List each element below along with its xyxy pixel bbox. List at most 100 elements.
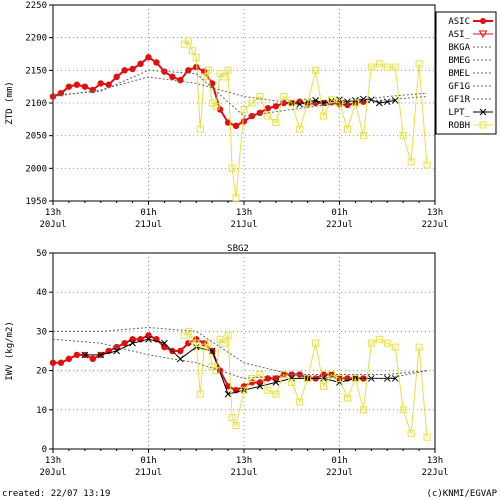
iwv-lpt-point <box>145 335 152 343</box>
station-title: SBG2 <box>227 244 249 254</box>
iwv-lpt-point <box>176 355 184 363</box>
iwv-asic-point <box>256 379 264 386</box>
iwv-robh-point <box>184 327 192 335</box>
ztd-asic-point <box>193 63 200 71</box>
iwv-lpt-point <box>81 351 89 359</box>
legend-label-bmeg: BMEG <box>448 56 470 66</box>
legend-label-bmel: BMEL <box>448 69 470 79</box>
iwv-robh-point <box>196 390 204 398</box>
iwv-asic-point <box>121 339 128 347</box>
iwv-robh-point <box>407 429 415 437</box>
iwv-y-tick-label: 0 <box>42 445 47 455</box>
ztd-robh-point <box>272 119 280 127</box>
ztd-asic-point <box>137 60 144 67</box>
ztd-y-axis-label: ZTD (mm) <box>5 81 15 124</box>
legend-label-asi-: ASI_ <box>448 30 470 40</box>
ztd-grid <box>53 5 435 201</box>
iwv-x-tick-hour: 01h <box>331 456 347 466</box>
ztd-robh-point <box>188 47 196 55</box>
iwv-robh-point <box>256 371 264 379</box>
iwv-robh-point <box>240 386 248 394</box>
ztd-robh-point <box>399 132 407 140</box>
iwv-robh-point <box>220 339 228 347</box>
legend: ASIC ASI_ BKGA BMEG BMEL GF1G GF1R LPT_ ROBH <box>448 17 493 131</box>
iwv-x-tick-hour: 13h <box>427 456 443 466</box>
ztd-robh-point <box>423 161 431 169</box>
iwv-asic-point <box>65 355 73 363</box>
ztd-y-ticks: 1950 2000 2050 2100 2150 2200 2250 <box>25 1 53 207</box>
ztd-robh-point <box>328 96 336 104</box>
iwv-x-tick-date: 21Jul <box>230 468 257 478</box>
iwv-robh-point <box>216 335 224 343</box>
iwv-series-robh <box>183 330 428 438</box>
iwv-robh-point <box>296 398 304 406</box>
legend-label-lpt-: LPT_ <box>448 108 470 118</box>
iwv-series <box>49 326 431 441</box>
ztd-asic-point <box>105 81 112 88</box>
ztd-x-tick-date: 22Jul <box>326 220 353 230</box>
ztd-x-tick-hour: 01h <box>140 208 156 218</box>
ztd-robh-point <box>228 164 236 172</box>
iwv-robh-point <box>228 414 236 422</box>
ztd-robh-point <box>343 125 351 133</box>
ztd-lpt-point <box>296 100 304 108</box>
iwv-asic-point <box>272 375 280 382</box>
iwv-robh-point <box>312 339 320 347</box>
iwv-robh-point <box>204 339 212 347</box>
legend-label-robh: ROBH <box>448 121 470 131</box>
ztd-x-tick-date: 21Jul <box>135 220 162 230</box>
legend-label-gf1g: GF1G <box>448 82 470 92</box>
iwv-asic-point <box>224 383 232 390</box>
ztd-asic-point <box>65 83 73 90</box>
ztd-asic-point <box>216 106 224 113</box>
ztd-asic-point <box>169 73 176 81</box>
iwv-lpt-point <box>391 375 399 382</box>
ztd-robh-point <box>375 60 383 68</box>
legend-marker-asic <box>480 18 486 24</box>
ztd-asic-point <box>97 80 104 87</box>
iwv-y-tick-label: 40 <box>36 288 47 298</box>
ztd-y-tick-label: 2100 <box>25 99 47 109</box>
iwv-asic-point <box>89 355 96 363</box>
legend-marker-lpt <box>479 108 487 116</box>
ztd-x-tick-hour: 13h <box>45 208 61 218</box>
legend-label-gf1r: GF1R <box>448 95 470 105</box>
ztd-asic-point <box>177 76 184 84</box>
iwv-robh-point <box>288 378 296 386</box>
iwv-robh-point <box>320 382 328 390</box>
credit-text: (c)KNMI/EGVAP <box>427 489 498 499</box>
ztd-robh-point <box>240 106 248 114</box>
iwv-robh-point <box>391 343 399 351</box>
ztd-robh-point <box>320 112 328 120</box>
ztd-x-tick-hour: 01h <box>331 208 347 218</box>
iwv-series-bkga <box>53 326 428 379</box>
iwv-asic-point <box>145 332 152 339</box>
iwv-robh-point <box>208 363 216 371</box>
ztd-robh-point <box>367 63 375 71</box>
ztd-robh-point <box>184 37 192 45</box>
ztd-asic-point <box>256 109 264 117</box>
iwv-robh-point <box>200 343 208 351</box>
ztd-asic-point <box>113 73 120 81</box>
iwv-asic-point <box>185 339 192 347</box>
iwv-robh-point <box>192 339 200 347</box>
iwv-x-tick-date: 20Jul <box>39 468 66 478</box>
iwv-x-tick-hour: 13h <box>236 456 252 466</box>
ztd-series <box>49 37 431 202</box>
created-timestamp: created: 22/07 13:19 <box>2 489 110 499</box>
iwv-asic-point <box>296 371 303 378</box>
ztd-asic-point <box>264 105 272 112</box>
legend-marker-asi <box>478 30 488 38</box>
ztd-robh-point <box>212 102 220 110</box>
ztd-robh-point <box>224 66 232 74</box>
ztd-robh-point <box>407 158 415 166</box>
iwv-y-axis-label: IWV (kg/m2) <box>5 321 15 381</box>
ztd-asic-point <box>121 67 128 74</box>
ztd-x-ticks: 13h 20Jul 01h 21Jul 13h 21Jul 01h 22Jul 13h 22Jul <box>39 201 449 230</box>
iwv-robh-point <box>383 339 391 347</box>
ztd-series-asic <box>52 56 364 128</box>
ztd-x-tick-date: 21Jul <box>230 220 257 230</box>
ztd-robh-point <box>204 66 212 74</box>
ztd-lpt-point <box>360 95 367 103</box>
